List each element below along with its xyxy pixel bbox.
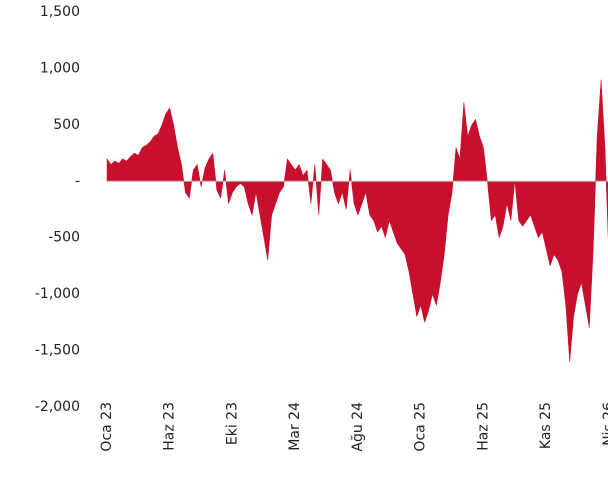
x-tick-label: Oca 23 [99,402,115,452]
x-tick-label: Ağu 24 [350,402,366,452]
y-tick-label: -500 [48,230,80,246]
y-tick-label: 500 [53,117,80,133]
x-tick-label: Kas 25 [538,402,554,449]
x-tick-label: Haz 23 [162,402,178,451]
x-tick-label: Haz 25 [475,402,491,451]
area [106,79,608,362]
y-tick-label: 1,500 [40,4,80,20]
y-tick-label: -1,500 [35,343,80,359]
x-tick-label: Mar 24 [287,402,303,451]
y-tick-label: 1,000 [40,60,80,76]
x-tick-label: Nis 26 [601,402,608,446]
y-tick-label: -1,000 [35,286,80,302]
x-tick-label: Oca 25 [413,402,429,452]
x-tick-label: Eki 23 [224,402,240,445]
y-tick-label: - [75,173,80,189]
y-tick-label: -2,000 [35,399,80,415]
